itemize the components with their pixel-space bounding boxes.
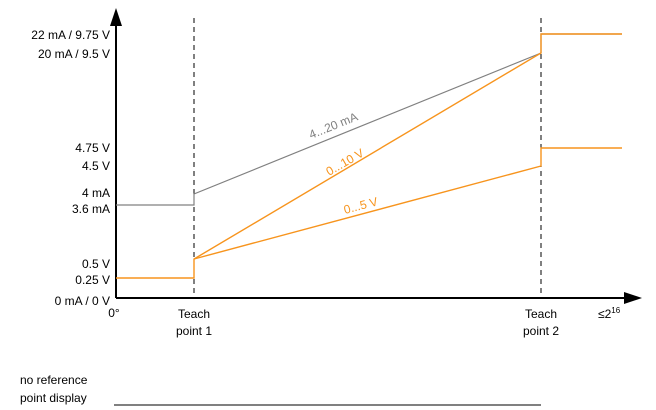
series-label-0-5-v: 0...5 V <box>342 194 379 217</box>
x-axis-arrow <box>624 292 642 304</box>
axes <box>110 8 642 304</box>
x-label-origin: 0° <box>108 306 120 320</box>
series-4-20-ma <box>116 33 622 206</box>
series-0-10-v <box>116 33 622 279</box>
x-label-teach-point-1-line2: point 1 <box>176 324 212 338</box>
footer-label-line1: no reference <box>20 373 88 387</box>
y-axis-arrow <box>110 8 122 26</box>
y-label-20ma: 20 mA / 9.5 V <box>38 47 110 61</box>
y-label-4ma: 4 mA <box>82 186 110 200</box>
x-label-max: ≤216 <box>598 306 621 321</box>
x-label-max-base: ≤2 <box>598 307 612 321</box>
x-axis-labels: 0° Teach point 1 Teach point 2 ≤216 <box>108 306 620 338</box>
y-axis-labels: 22 mA / 9.75 V 20 mA / 9.5 V 4.75 V 4.5 … <box>31 28 110 308</box>
x-label-max-exponent: 16 <box>611 306 620 315</box>
series-0-5-v <box>193 147 622 260</box>
y-label-3-6ma: 3.6 mA <box>72 202 110 216</box>
y-label-0-5v: 0.5 V <box>82 257 110 271</box>
y-label-4-5v: 4.5 V <box>82 159 110 173</box>
x-label-teach-point-2-line2: point 2 <box>523 324 559 338</box>
y-label-zero: 0 mA / 0 V <box>55 294 110 308</box>
x-label-teach-point-2-line1: Teach <box>525 307 557 321</box>
y-label-0-25v: 0.25 V <box>75 273 110 287</box>
x-label-teach-point-1-line1: Teach <box>178 307 210 321</box>
series-label-0-10-v: 0...10 V <box>324 146 367 179</box>
y-label-22ma: 22 mA / 9.75 V <box>31 28 110 42</box>
y-label-4-75v: 4.75 V <box>75 141 110 155</box>
footer-label-line2: point display <box>20 391 87 405</box>
